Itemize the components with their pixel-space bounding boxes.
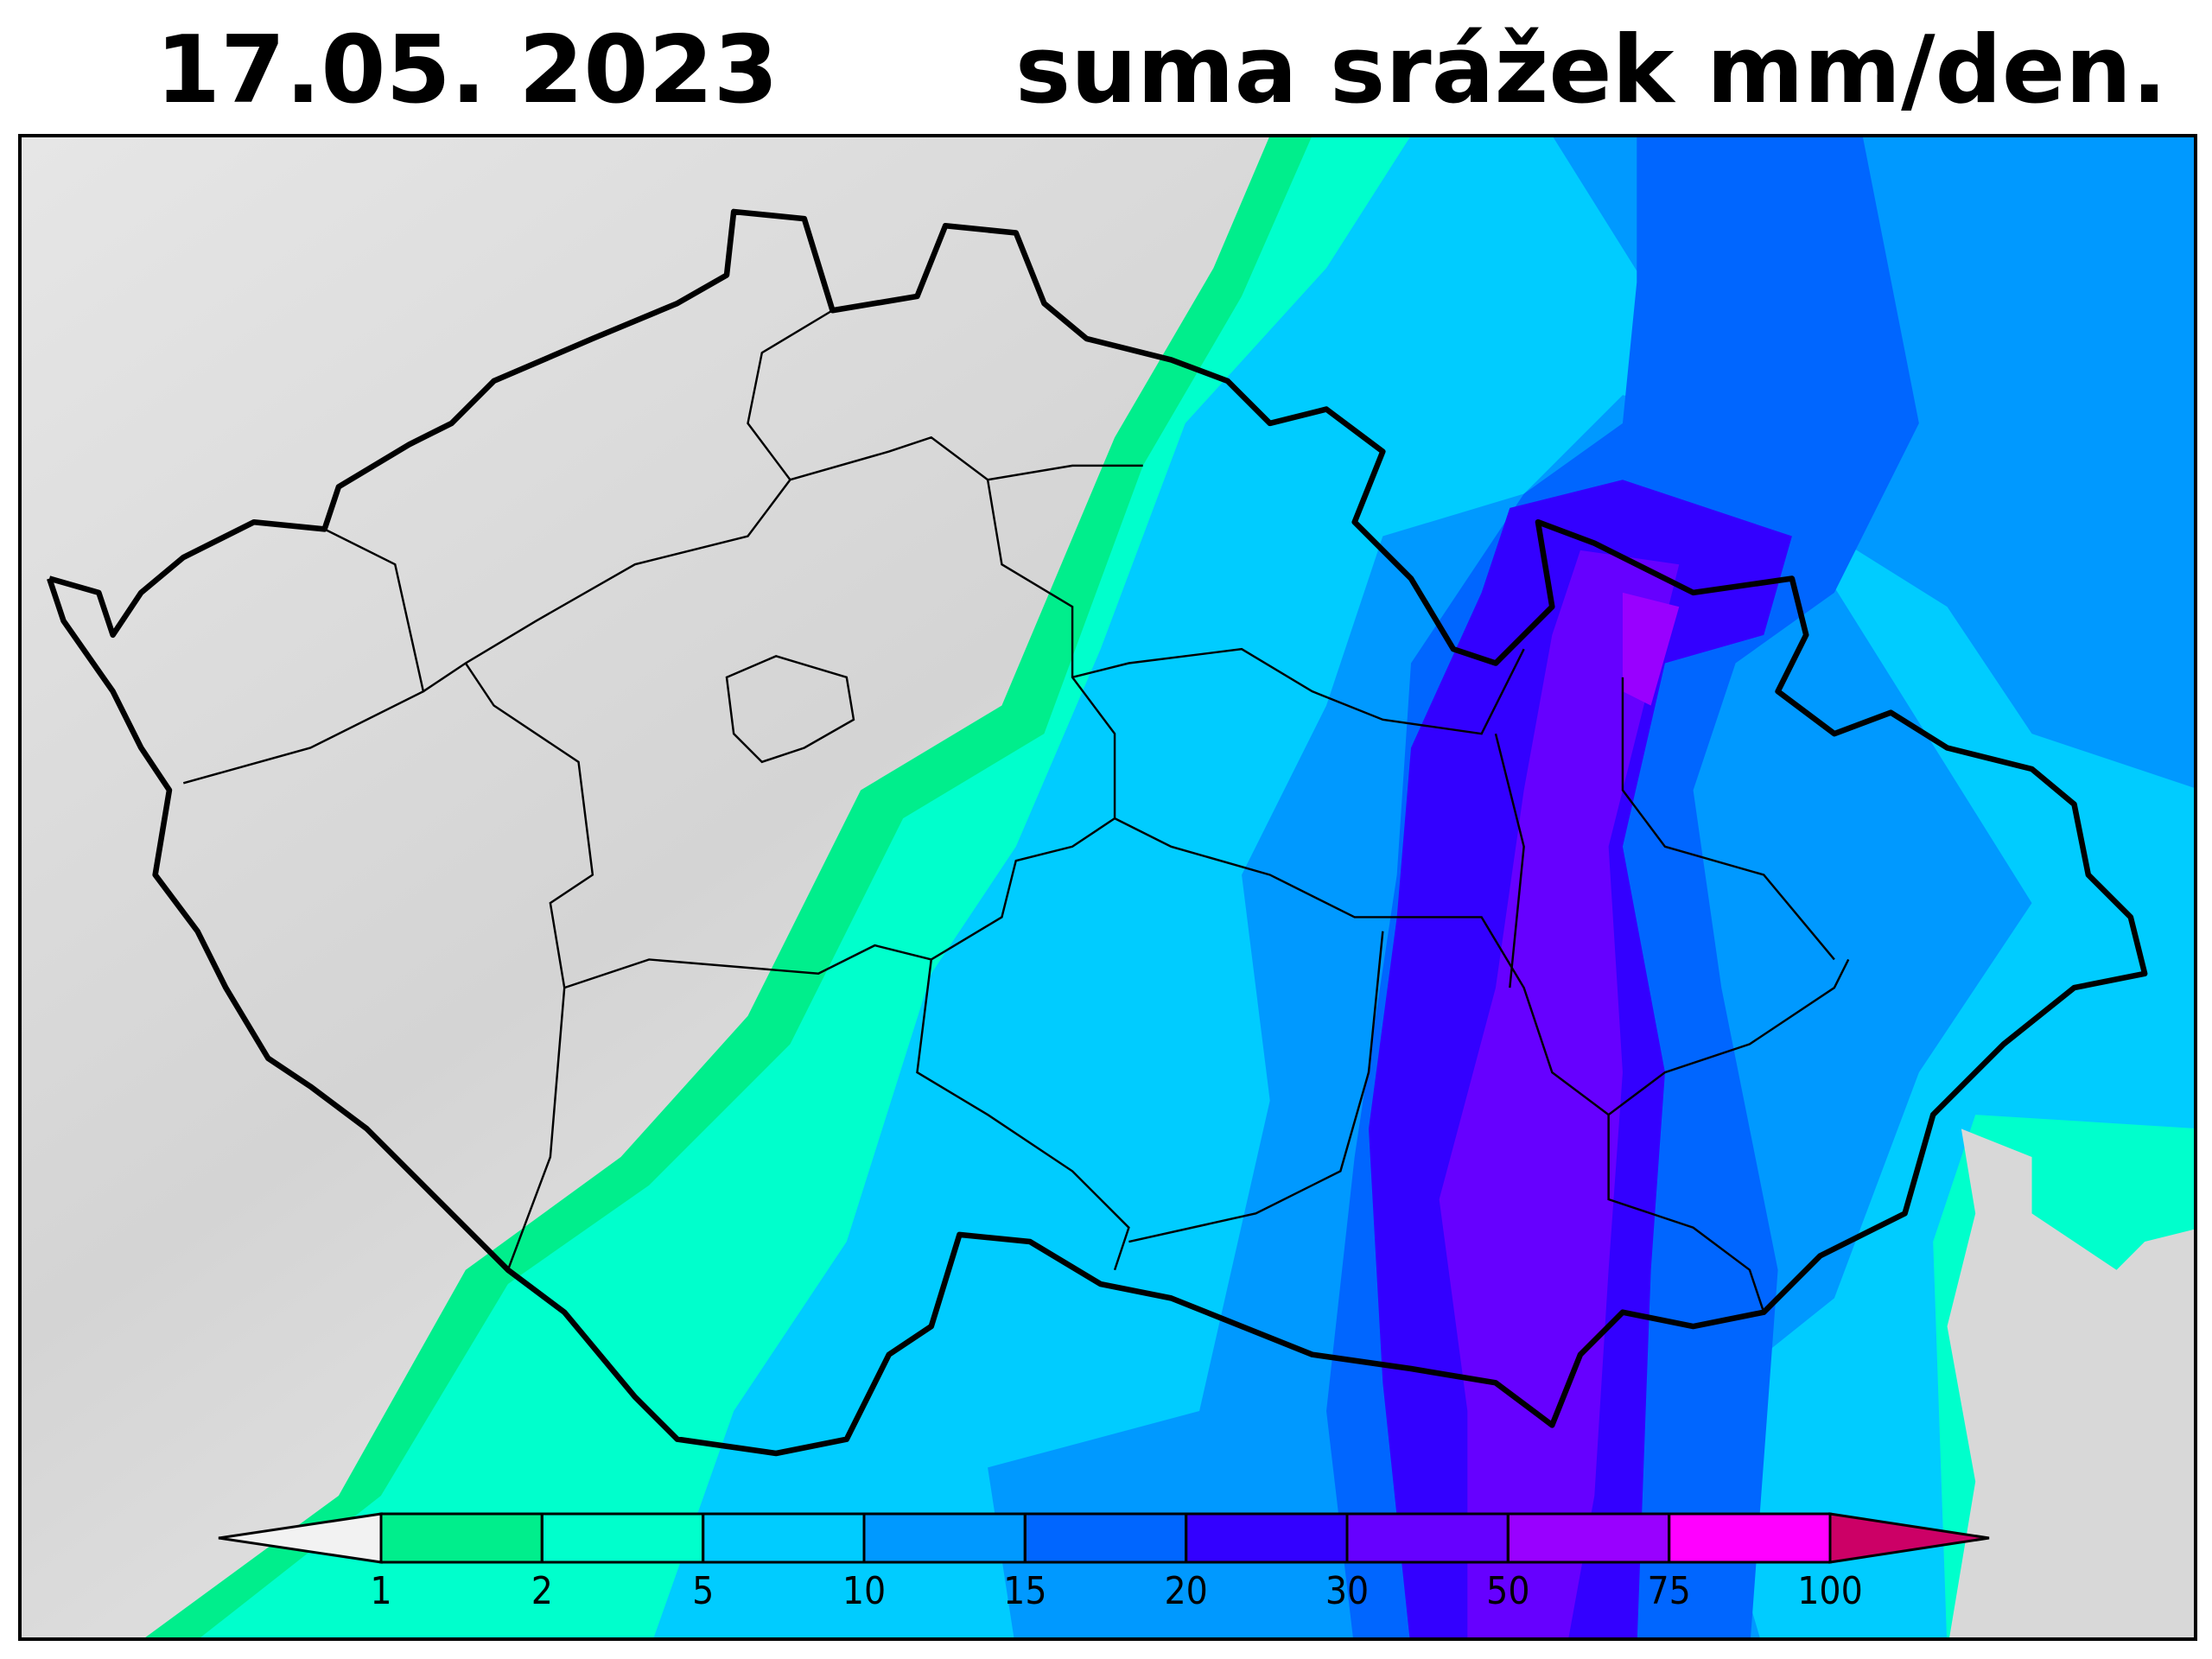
colorbar-segment xyxy=(702,1512,866,1564)
colorbar-tick-label: 5 xyxy=(692,1569,714,1613)
colorbar-tick-label: 15 xyxy=(1003,1569,1046,1613)
precipitation xyxy=(47,136,2196,1639)
colorbar-tick-label: 75 xyxy=(1647,1569,1690,1613)
colorbar-tick-label: 100 xyxy=(1797,1569,1863,1613)
colorbar-segment xyxy=(379,1512,543,1564)
colorbar-segment xyxy=(1668,1512,1832,1564)
colorbar-segment xyxy=(862,1512,1027,1564)
map xyxy=(20,136,2196,1639)
colorbar-tick-label: 20 xyxy=(1164,1569,1207,1613)
map-title: suma srážek mm/den. xyxy=(1015,16,2167,124)
colorbar-segment xyxy=(540,1512,705,1564)
colorbar-tick-label: 10 xyxy=(842,1569,886,1613)
colorbar-tick-label: 2 xyxy=(531,1569,553,1613)
colorbar: 1 2 5 10 15 20 30 50 75 100 xyxy=(218,1512,1990,1613)
colorbar-segment xyxy=(1345,1512,1510,1564)
date: 17.05. 2023 xyxy=(156,16,779,124)
colorbar-tick-label: 30 xyxy=(1325,1569,1369,1613)
map-frame xyxy=(18,134,2197,1641)
colorbar-segment xyxy=(1023,1512,1188,1564)
colorbar-tick-label: 1 xyxy=(370,1569,391,1613)
colorbar-segment xyxy=(1185,1512,1349,1564)
colorbar-tick-label: 50 xyxy=(1486,1569,1529,1613)
colorbar-segment xyxy=(1506,1512,1671,1564)
